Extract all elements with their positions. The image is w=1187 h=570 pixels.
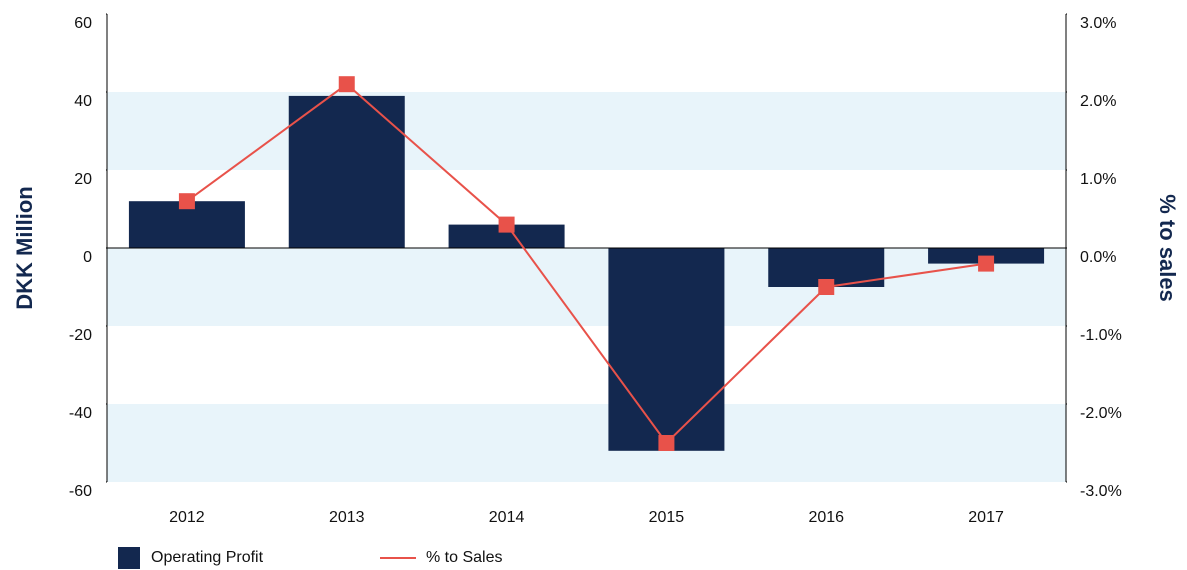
- y-tick-label: 20: [74, 171, 92, 188]
- y-tick-label: -60: [69, 483, 92, 500]
- line-marker: [498, 216, 515, 233]
- legend-label: % to Sales: [426, 549, 502, 566]
- line-marker: [658, 435, 675, 451]
- y2-tick-label: -3.0%: [1080, 483, 1122, 500]
- y-tick-label: -40: [69, 405, 92, 422]
- y2-tick-label: 3.0%: [1080, 15, 1116, 32]
- legend-swatch: [118, 547, 140, 569]
- line-marker: [818, 279, 835, 295]
- y2-tick-label: 0.0%: [1080, 249, 1116, 266]
- y-tick-label: 0: [83, 249, 92, 266]
- bar: [448, 224, 565, 248]
- y2-axis-title: % to sales: [1155, 194, 1180, 302]
- bar: [288, 95, 405, 249]
- x-tick-label: 2017: [968, 509, 1004, 526]
- x-tick-label: 2012: [169, 509, 205, 526]
- y2-tick-label: -2.0%: [1080, 405, 1122, 422]
- y2-tick-label: 1.0%: [1080, 171, 1116, 188]
- y-tick-label: 60: [74, 15, 92, 32]
- x-tick-label: 2015: [649, 509, 685, 526]
- line: [186, 82, 987, 445]
- y-tick-label: -20: [69, 327, 92, 344]
- grid-band: [107, 92, 1066, 170]
- line-marker: [338, 76, 355, 93]
- y2-tick-label: 2.0%: [1080, 93, 1116, 110]
- bar: [608, 248, 725, 451]
- grid-band: [107, 248, 1066, 326]
- x-tick-label: 2016: [808, 509, 844, 526]
- legend-label: Operating Profit: [151, 549, 264, 566]
- y-axis-title: DKK Million: [12, 186, 37, 309]
- y2-tick-label: -1.0%: [1080, 327, 1122, 344]
- grid-band: [107, 404, 1066, 482]
- y-tick-label: 40: [74, 93, 92, 110]
- line-marker: [178, 193, 195, 210]
- x-tick-label: 2014: [489, 509, 525, 526]
- line-marker: [978, 255, 995, 272]
- x-tick-label: 2013: [329, 509, 365, 526]
